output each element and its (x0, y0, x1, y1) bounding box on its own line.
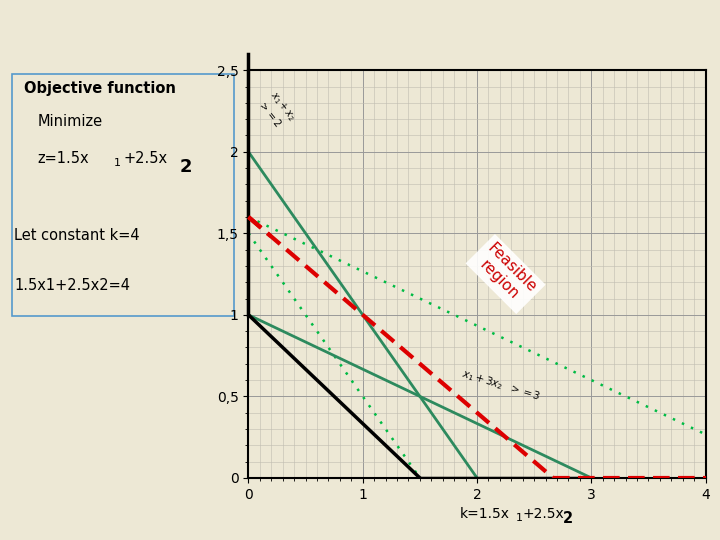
Text: 1: 1 (114, 158, 121, 167)
Text: k=1.5x: k=1.5x (459, 507, 509, 521)
Text: Let constant k=4: Let constant k=4 (14, 228, 140, 243)
Text: +2.5x: +2.5x (523, 507, 564, 521)
Text: $x_1+x_2$
$>=2$: $x_1+x_2$ $>=2$ (256, 89, 298, 132)
Text: Feasible
region: Feasible region (472, 240, 539, 308)
Text: 1: 1 (516, 514, 523, 523)
Text: +2.5x: +2.5x (123, 151, 167, 166)
FancyBboxPatch shape (12, 75, 234, 315)
Text: z=1.5x: z=1.5x (37, 151, 89, 166)
Text: 2: 2 (179, 158, 192, 176)
Text: Minimize: Minimize (37, 114, 103, 129)
Text: 1.5x1+2.5x2=4: 1.5x1+2.5x2=4 (14, 278, 130, 293)
Text: Objective function: Objective function (24, 80, 176, 96)
Text: $x_1+3x_2$  $>=3$: $x_1+3x_2$ $>=3$ (460, 366, 542, 403)
Text: 2: 2 (563, 511, 573, 526)
